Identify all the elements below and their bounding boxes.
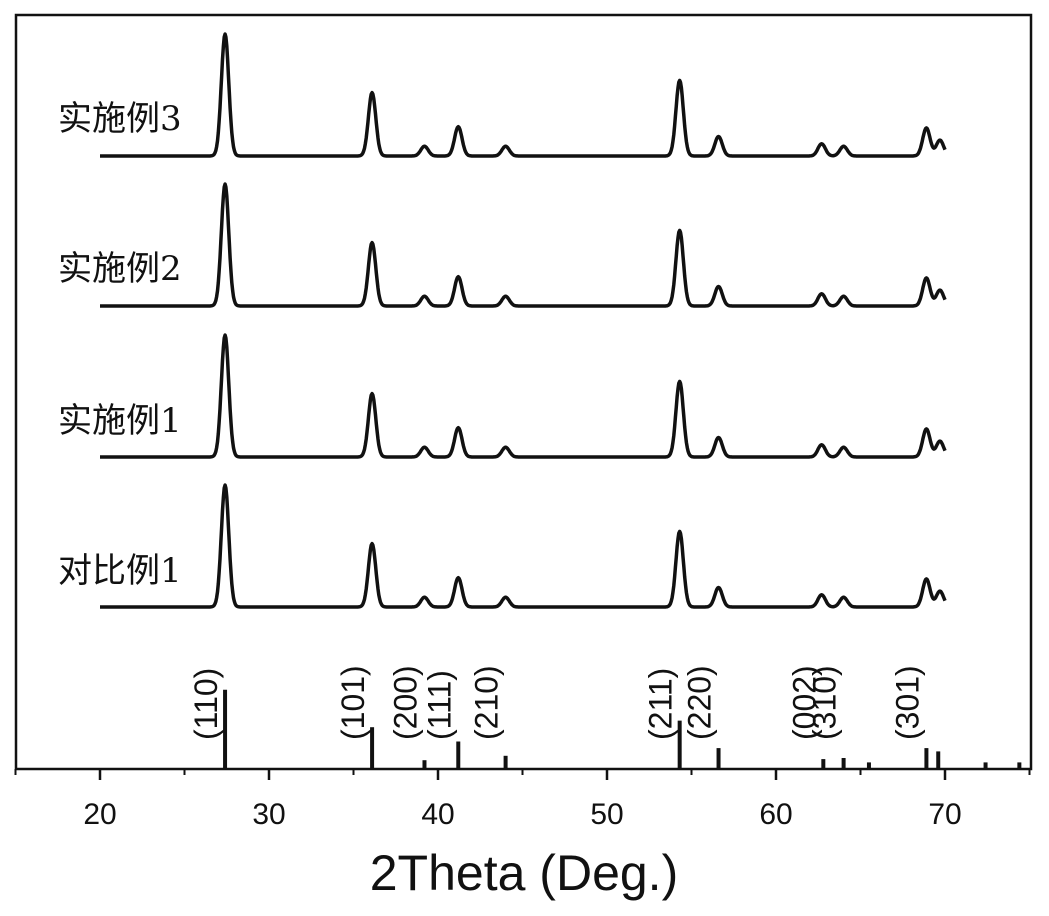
x-tick-label: 30 xyxy=(252,798,285,831)
reference-peak-label: (101) xyxy=(335,665,371,740)
series-label-4: 实施例3 xyxy=(58,99,182,139)
reference-peak-label: (002) xyxy=(786,665,822,740)
x-tick-label: 40 xyxy=(421,798,454,831)
series-labels: 对比例1 实施例1 实施例2 实施例3 xyxy=(58,99,182,591)
reference-peak-label: (220) xyxy=(682,665,718,740)
x-tick-label: 70 xyxy=(928,798,961,831)
x-tick-label: 20 xyxy=(83,798,116,831)
series-label-3: 实施例2 xyxy=(58,249,182,289)
x-axis-title: 2Theta (Deg.) xyxy=(370,845,678,901)
x-tick-label: 60 xyxy=(759,798,792,831)
reference-peak-label: (210) xyxy=(469,665,505,740)
reference-pattern: (110) (101) (200)(111) (210) (211) (220) (002)… xyxy=(188,665,1022,769)
reference-peak-label: (211) xyxy=(643,668,679,740)
series-label-2: 实施例1 xyxy=(58,401,182,441)
reference-peak-label: (310) xyxy=(807,665,843,740)
reference-peak-label: (301) xyxy=(889,665,925,740)
series-trace-1 xyxy=(99,483,947,609)
series-trace-4 xyxy=(99,32,947,158)
series-trace-2 xyxy=(99,333,947,459)
x-axis: 20 30 40 50 60 70 xyxy=(14,769,1031,831)
series-trace-3 xyxy=(99,182,947,308)
series-label-1: 对比例1 xyxy=(58,551,182,591)
reference-peak-label: (110) xyxy=(188,668,224,740)
reference-peak-label: (200) xyxy=(387,665,423,740)
x-tick-label: 50 xyxy=(590,798,623,831)
reference-peak-label: (111) xyxy=(421,670,457,740)
series-traces xyxy=(99,32,947,609)
